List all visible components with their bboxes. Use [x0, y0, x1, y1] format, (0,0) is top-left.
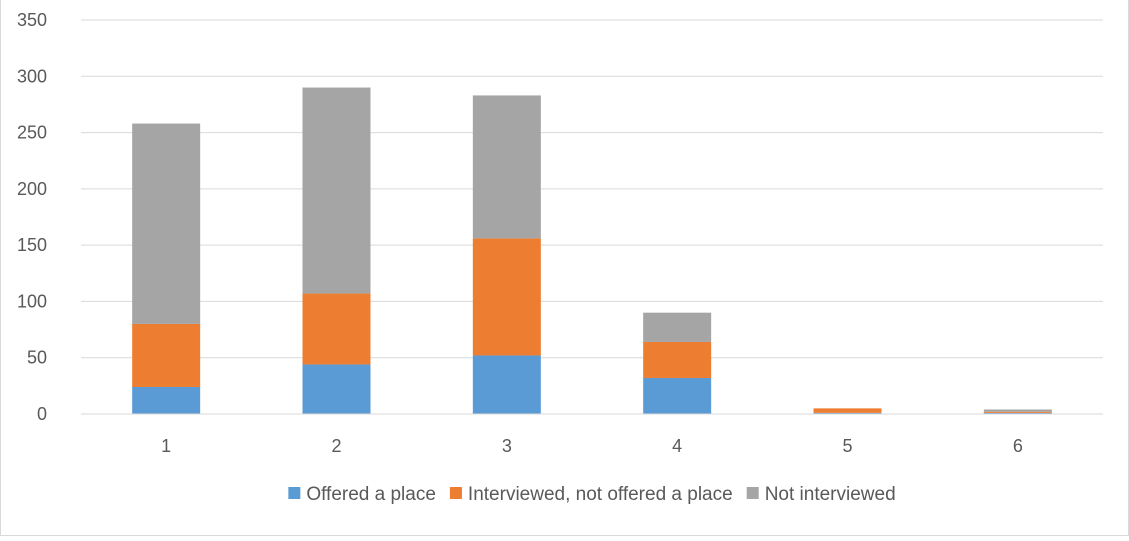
- bar-cat1-series3: [132, 123, 201, 324]
- bar-cat1-series2: [132, 323, 201, 387]
- bar-cat4-series2: [643, 341, 712, 378]
- bar-cat1-series1: [132, 386, 201, 414]
- bar-cat5-series2: [813, 408, 882, 413]
- bar-cat4-series3: [643, 312, 712, 342]
- legend: Offered a place Interviewed, not offered …: [288, 484, 896, 505]
- y-tick-label: 250: [17, 123, 47, 143]
- y-tick-label: 50: [27, 348, 47, 368]
- bar-cat3-series2: [472, 238, 541, 356]
- bar-cat3-series1: [472, 355, 541, 414]
- bar-cat4-series1: [643, 377, 712, 414]
- legend-swatch-series1: [288, 487, 301, 499]
- y-tick-label: 100: [17, 291, 47, 311]
- y-tick-label: 200: [17, 179, 47, 199]
- x-tick-label: 4: [672, 436, 682, 456]
- bar-cat6-series1: [983, 412, 1052, 414]
- x-tick-label: 3: [502, 436, 512, 456]
- legend-label-series2: Interviewed, not offered a place: [468, 484, 733, 505]
- y-axis-tick-labels: 0 50 100 150 200 250 300 350: [17, 10, 47, 424]
- bar-cat2-series3: [302, 87, 371, 294]
- bar-cat3-series3: [472, 95, 541, 239]
- bar-cat2-series1: [302, 364, 371, 414]
- y-tick-label: 300: [17, 66, 47, 86]
- bar-cat5-series1: [813, 412, 882, 414]
- x-tick-label: 2: [331, 436, 341, 456]
- x-axis-tick-labels: 1 2 3 4 5 6: [161, 436, 1023, 456]
- y-tick-label: 0: [37, 404, 47, 424]
- legend-swatch-series2: [449, 487, 462, 499]
- bar-cat6-series2: [983, 411, 1052, 413]
- y-tick-label: 350: [17, 10, 47, 30]
- legend-swatch-series3: [746, 487, 759, 499]
- bars: [132, 87, 1052, 414]
- x-tick-label: 6: [1013, 436, 1023, 456]
- x-tick-label: 5: [842, 436, 852, 456]
- legend-label-series1: Offered a place: [306, 484, 436, 505]
- gridlines: [81, 19, 1103, 359]
- x-tick-label: 1: [161, 436, 171, 456]
- bar-cat6-series3: [983, 409, 1052, 412]
- bar-cat2-series2: [302, 293, 371, 365]
- legend-label-series3: Not interviewed: [765, 484, 896, 505]
- y-tick-label: 150: [17, 235, 47, 255]
